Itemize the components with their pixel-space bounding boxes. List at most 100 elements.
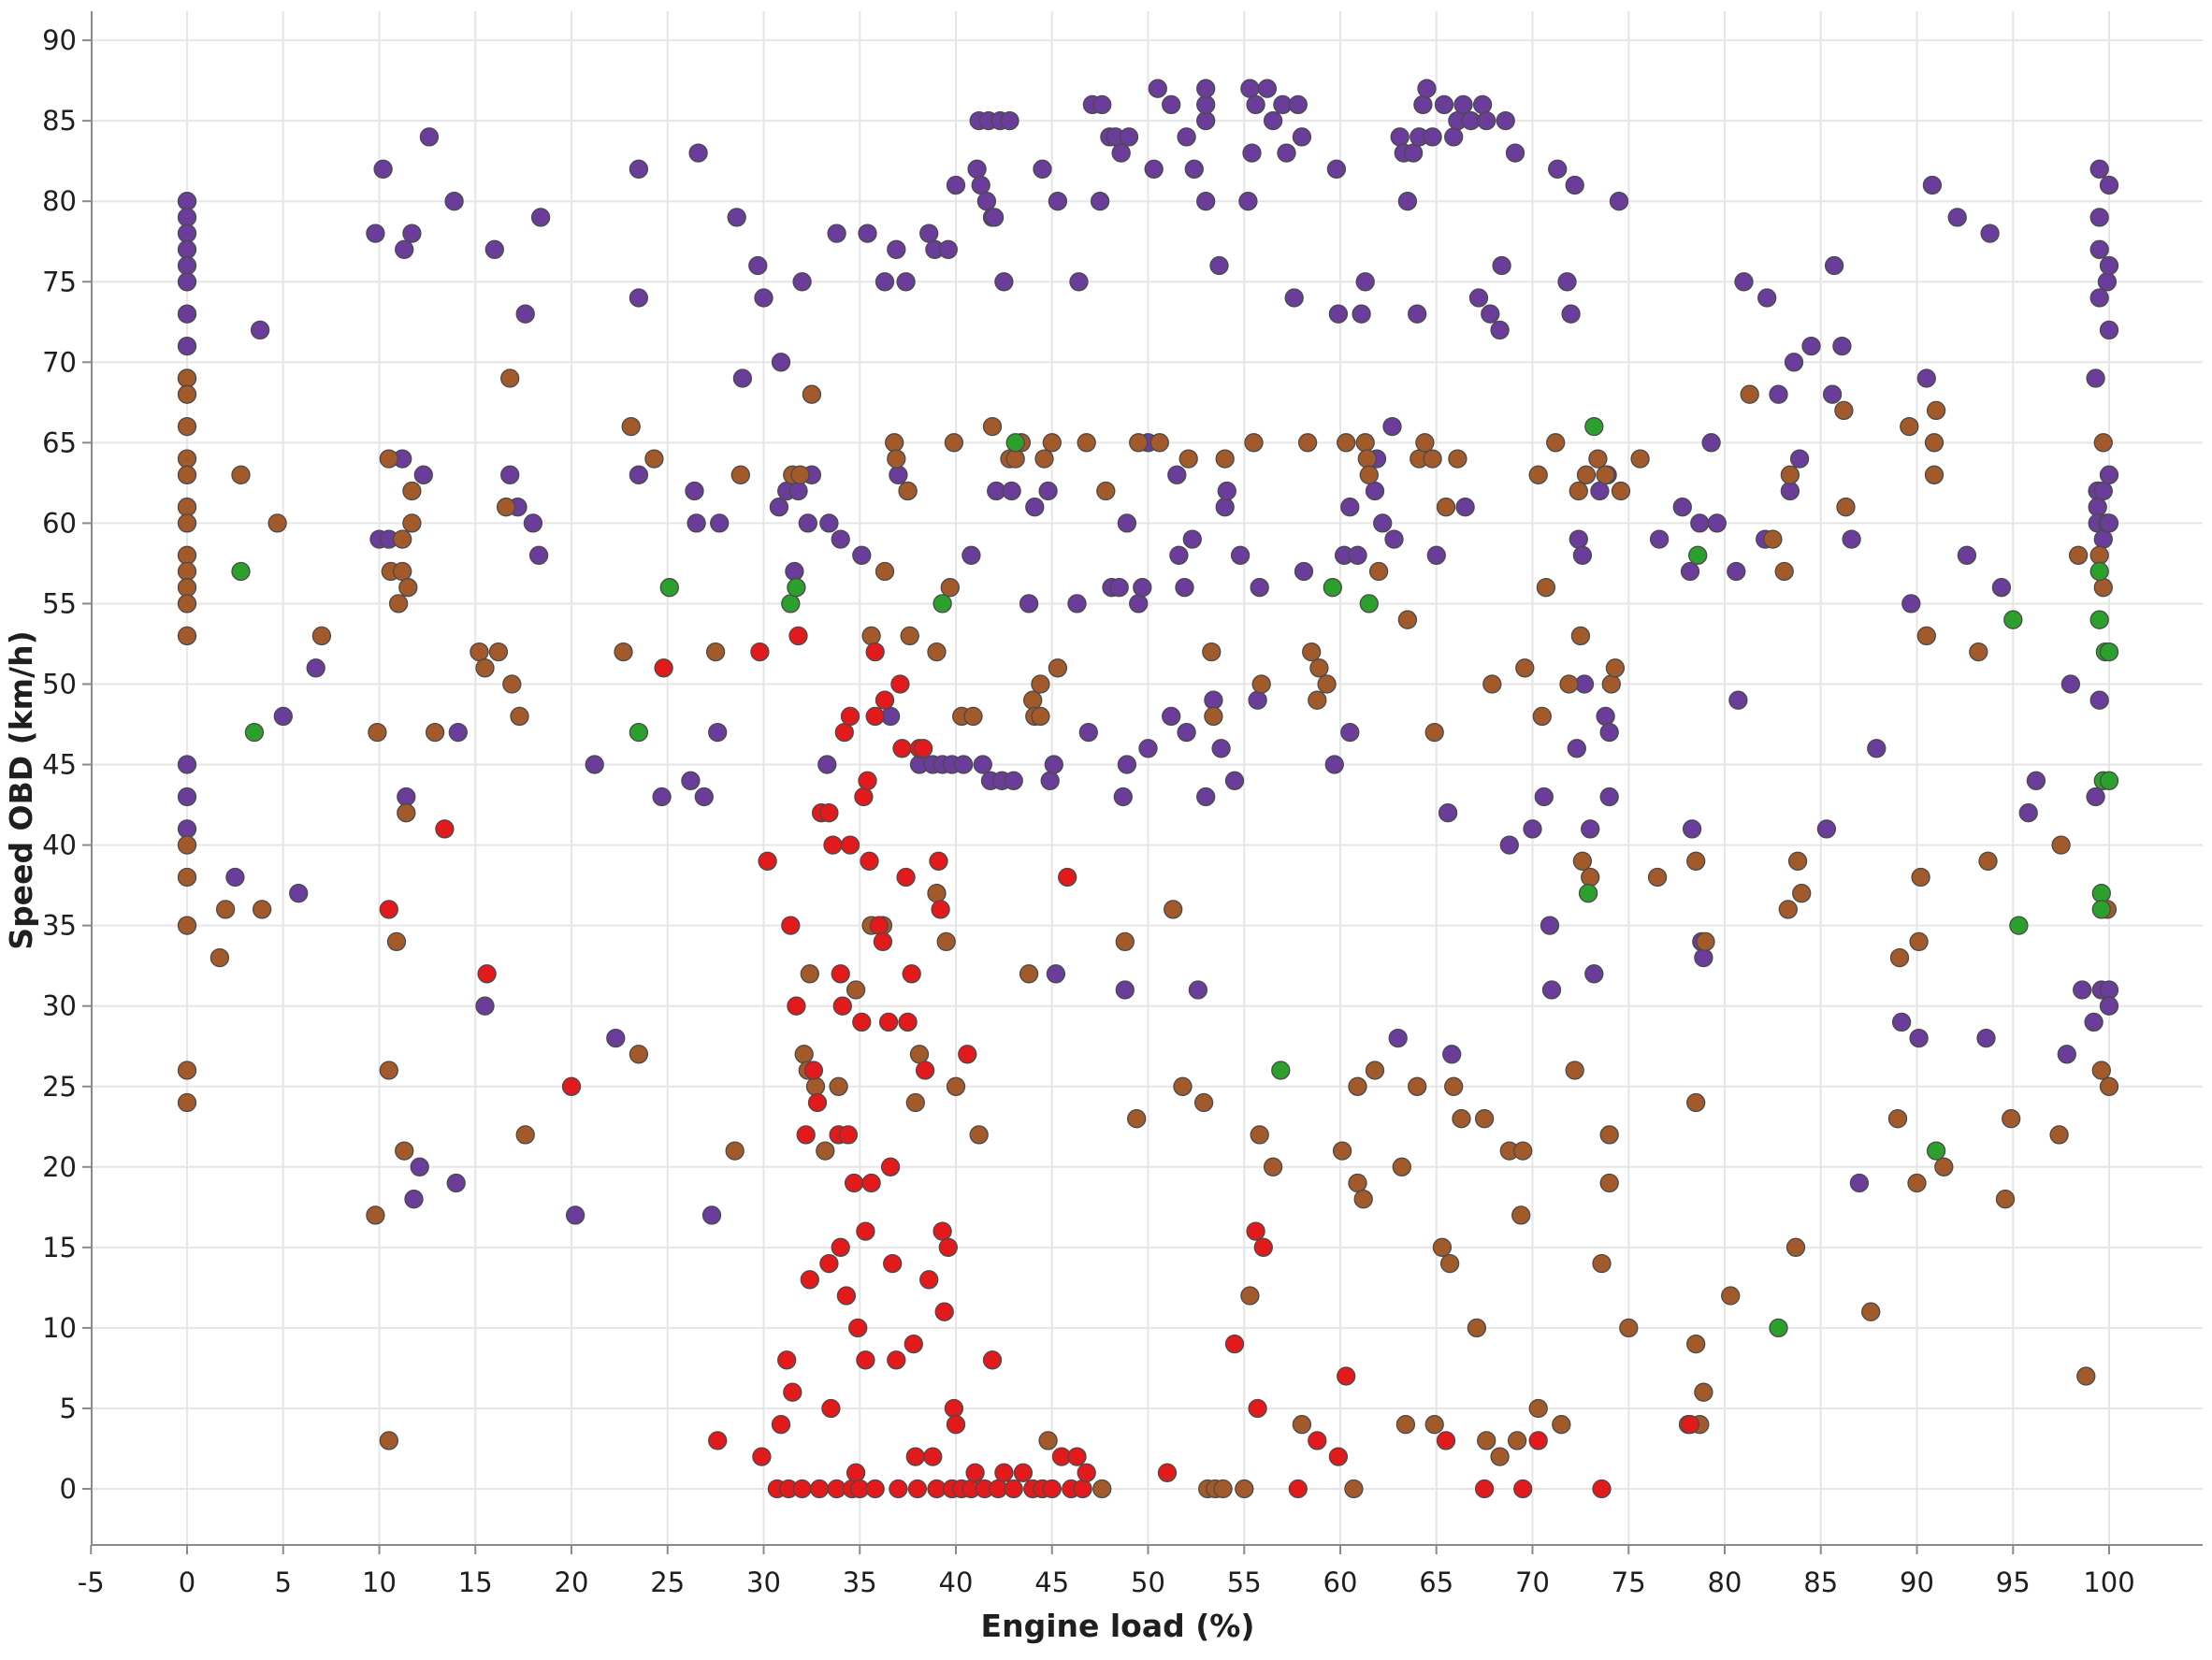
data-point xyxy=(1619,1318,1639,1338)
data-point xyxy=(1224,771,1245,790)
data-point xyxy=(1467,1318,1487,1338)
data-point xyxy=(177,1092,197,1113)
data-point xyxy=(1721,1286,1741,1306)
data-point xyxy=(1926,400,1946,421)
data-point xyxy=(1832,336,1852,356)
x-tick-label: 35 xyxy=(843,1566,877,1598)
y-axis-title: Speed OBD (km/h) xyxy=(3,630,39,949)
data-point xyxy=(244,722,265,743)
data-point xyxy=(585,755,604,774)
data-point xyxy=(502,674,522,694)
data-point xyxy=(1599,787,1619,807)
data-point xyxy=(177,498,197,517)
data-point xyxy=(827,224,846,243)
data-point xyxy=(878,1012,899,1032)
data-point xyxy=(829,1076,848,1096)
data-point xyxy=(852,545,872,565)
data-point xyxy=(1505,143,1525,163)
data-point xyxy=(880,1157,901,1176)
data-point xyxy=(783,1382,802,1402)
data-point xyxy=(629,1045,649,1064)
data-point xyxy=(1569,529,1588,549)
data-point xyxy=(1438,803,1458,823)
data-point xyxy=(1576,465,1597,484)
data-point xyxy=(629,288,649,308)
data-point xyxy=(1129,594,1149,613)
data-point xyxy=(1867,739,1887,758)
x-tick-label: 10 xyxy=(362,1566,397,1598)
data-point xyxy=(1578,884,1598,903)
data-point xyxy=(1246,94,1265,115)
data-point xyxy=(1581,867,1600,888)
data-point xyxy=(976,192,997,211)
data-point xyxy=(402,481,422,501)
data-point xyxy=(1934,1157,1954,1176)
data-point xyxy=(1004,1479,1023,1499)
data-point xyxy=(973,755,992,774)
data-point xyxy=(848,1318,868,1338)
data-point xyxy=(177,208,197,227)
data-point xyxy=(2086,787,2105,807)
x-axis-title: Engine load (%) xyxy=(981,1608,1255,1644)
data-point xyxy=(883,1253,903,1274)
data-point xyxy=(1048,658,1068,678)
data-point xyxy=(708,722,728,743)
data-point xyxy=(860,851,879,871)
data-point xyxy=(967,159,987,179)
data-point xyxy=(410,1157,429,1176)
data-point xyxy=(1348,545,1367,565)
x-tick-label: 5 xyxy=(275,1566,292,1598)
data-point xyxy=(840,835,860,855)
data-point xyxy=(1686,851,1706,871)
data-point xyxy=(528,545,549,565)
x-tick-label: 0 xyxy=(179,1566,195,1598)
data-point xyxy=(1202,642,1222,662)
data-point xyxy=(484,239,504,259)
data-point xyxy=(1263,1157,1283,1176)
data-point xyxy=(177,916,197,935)
data-point xyxy=(788,626,808,646)
data-point xyxy=(177,368,197,388)
data-point xyxy=(1337,433,1356,453)
data-point xyxy=(969,1125,989,1145)
data-point xyxy=(1162,94,1181,115)
data-point xyxy=(1442,1045,1462,1064)
data-point xyxy=(1728,690,1748,710)
y-tick-label: 5 xyxy=(60,1393,77,1424)
data-point xyxy=(929,851,948,871)
data-point xyxy=(1436,1431,1456,1451)
data-point xyxy=(905,1447,925,1466)
data-point xyxy=(1355,272,1375,292)
data-point xyxy=(1630,449,1650,469)
data-point xyxy=(889,1479,908,1499)
data-point xyxy=(858,771,877,790)
data-point xyxy=(654,658,673,678)
gridlines xyxy=(92,11,2203,1545)
data-point xyxy=(875,272,895,292)
data-point xyxy=(965,1463,985,1482)
data-point xyxy=(1789,449,1810,469)
data-point xyxy=(1031,674,1050,694)
data-point xyxy=(1499,835,1519,855)
data-point xyxy=(177,755,197,774)
data-point xyxy=(1477,110,1496,131)
data-point xyxy=(1991,578,2012,598)
data-point xyxy=(961,545,981,565)
data-point xyxy=(869,916,889,935)
data-point xyxy=(1569,481,1588,501)
data-point xyxy=(1763,529,1783,549)
data-point xyxy=(1077,433,1096,453)
data-point xyxy=(1092,94,1112,115)
data-point xyxy=(936,931,956,952)
data-point xyxy=(393,561,412,582)
data-point xyxy=(1215,498,1235,517)
data-point xyxy=(1193,1092,1214,1113)
data-point xyxy=(1995,1190,2016,1209)
data-point xyxy=(177,272,197,292)
data-point xyxy=(748,255,768,276)
data-point xyxy=(1592,1479,1612,1499)
data-point xyxy=(2049,1125,2069,1145)
data-point xyxy=(1328,304,1349,324)
data-point xyxy=(1408,304,1427,324)
data-point xyxy=(1784,353,1804,372)
